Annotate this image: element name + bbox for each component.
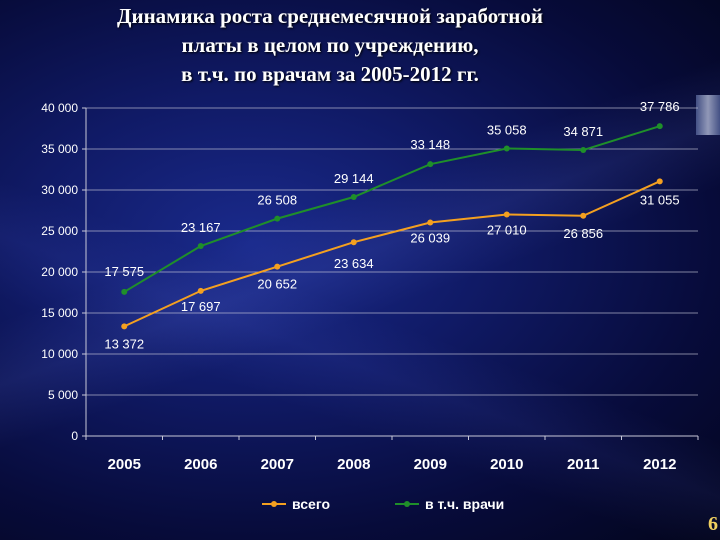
y-tick-label: 40 000: [41, 101, 78, 115]
data-point: [350, 239, 357, 246]
data-label: 27 010: [487, 223, 527, 238]
data-label: 29 144: [334, 171, 374, 186]
data-point: [274, 215, 281, 222]
data-label: 13 372: [104, 336, 144, 351]
x-tick-label: 2011: [567, 456, 600, 473]
data-label: 37 786: [640, 99, 680, 114]
x-tick-label: 2009: [414, 456, 447, 473]
legend-swatch-marker: [404, 501, 410, 507]
series-line-doctors: [123, 125, 661, 293]
data-point: [274, 263, 281, 270]
data-labels: 13 372 17 697 20 652 23 634 26 039 27 010 26 8…: [104, 99, 679, 351]
data-point: [121, 323, 128, 330]
data-point: [121, 288, 128, 295]
x-tick-label: 2007: [261, 456, 294, 473]
legend-swatch-marker: [271, 501, 277, 507]
data-label: 17 697: [181, 299, 221, 314]
data-label: 26 039: [410, 230, 450, 245]
data-label: 31 055: [640, 192, 680, 207]
data-label: 17 575: [104, 264, 144, 279]
data-point: [350, 194, 357, 201]
page-number: 6: [708, 513, 718, 535]
legend-label: всего: [292, 496, 330, 512]
data-point: [656, 178, 663, 185]
y-tick-label: 25 000: [41, 224, 78, 238]
data-label: 23 634: [334, 256, 374, 271]
data-label: 35 058: [487, 123, 527, 138]
grid: [86, 107, 698, 437]
series: [121, 123, 663, 330]
data-label: 23 167: [181, 220, 221, 235]
data-label: 26 508: [257, 193, 297, 208]
title-line-2: платы в целом по учреждению,: [181, 33, 479, 57]
x-tick-label: 2005: [108, 456, 141, 473]
data-point: [580, 212, 587, 219]
legend-item-doctors: в т.ч. врачи: [395, 496, 504, 512]
x-tick-label: 2012: [643, 456, 676, 473]
axes: 0 5 000 10 000 15 000 20 000 25 000 30 000 35 0…: [41, 101, 699, 473]
x-tick-label: 2006: [184, 456, 217, 473]
data-point: [656, 123, 663, 130]
data-label: 33 148: [410, 137, 450, 152]
data-point: [503, 211, 510, 218]
data-point: [427, 219, 434, 226]
title-line-3: в т.ч. по врачам за 2005-2012 гг.: [181, 62, 479, 86]
y-tick-label: 15 000: [41, 306, 78, 320]
y-tick-label: 30 000: [41, 183, 78, 197]
data-point: [580, 147, 587, 154]
legend: всего в т.ч. врачи: [262, 496, 504, 512]
slide-title: Динамика роста среднемесячной заработной…: [70, 2, 590, 89]
x-tick-label: 2008: [337, 456, 370, 473]
y-tick-label: 0: [71, 429, 78, 443]
data-label: 26 856: [563, 226, 603, 241]
legend-label: в т.ч. врачи: [425, 496, 504, 512]
decorative-bar: [696, 95, 720, 135]
data-label: 34 871: [563, 124, 603, 139]
data-point: [197, 287, 204, 294]
data-point: [427, 161, 434, 168]
data-label: 20 652: [257, 277, 297, 292]
y-tick-label: 10 000: [41, 347, 78, 361]
legend-item-total: всего: [262, 496, 330, 512]
data-point: [197, 243, 204, 250]
title-line-1: Динамика роста среднемесячной заработной: [117, 4, 543, 28]
data-point: [503, 145, 510, 152]
y-tick-label: 5 000: [48, 388, 78, 402]
y-tick-label: 35 000: [41, 142, 78, 156]
x-tick-label: 2010: [490, 456, 523, 473]
series-line-total: [123, 180, 661, 328]
y-tick-label: 20 000: [41, 265, 78, 279]
